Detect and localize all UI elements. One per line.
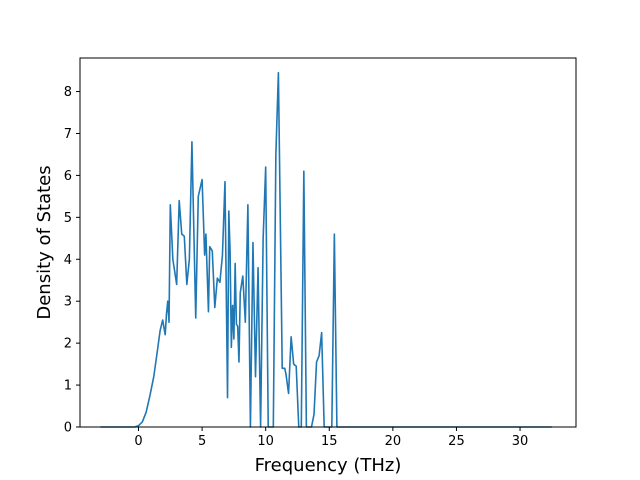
x-tick-label: 25: [448, 434, 465, 449]
y-axis-ticks: 0 1 2 3 4 5 6 7 8: [64, 85, 80, 436]
x-tick-label: 0: [134, 434, 142, 449]
x-tick-label: 30: [512, 434, 529, 449]
y-tick-label: 4: [64, 253, 72, 268]
y-axis-title: Density of States: [34, 165, 55, 319]
plot-frame: [79, 57, 577, 428]
y-tick-label: 3: [64, 295, 72, 310]
x-tick-label: 15: [321, 434, 338, 449]
series-line-0: [100, 71, 552, 428]
x-axis-ticks: 0 5 10 15 20 25 30: [134, 427, 528, 449]
x-tick-label: 10: [257, 434, 274, 449]
y-tick-label: 1: [64, 379, 72, 394]
y-tick-label: 7: [64, 127, 72, 142]
x-tick-label: 5: [198, 434, 206, 449]
plot-marks: [100, 71, 552, 428]
x-tick-label: 20: [385, 434, 402, 449]
x-axis-title: Frequency (THz): [255, 455, 402, 476]
y-tick-label: 5: [64, 211, 72, 226]
y-tick-label: 2: [64, 337, 72, 352]
y-tick-label: 0: [64, 421, 72, 436]
y-tick-label: 8: [64, 85, 72, 100]
y-tick-label: 6: [64, 169, 72, 184]
